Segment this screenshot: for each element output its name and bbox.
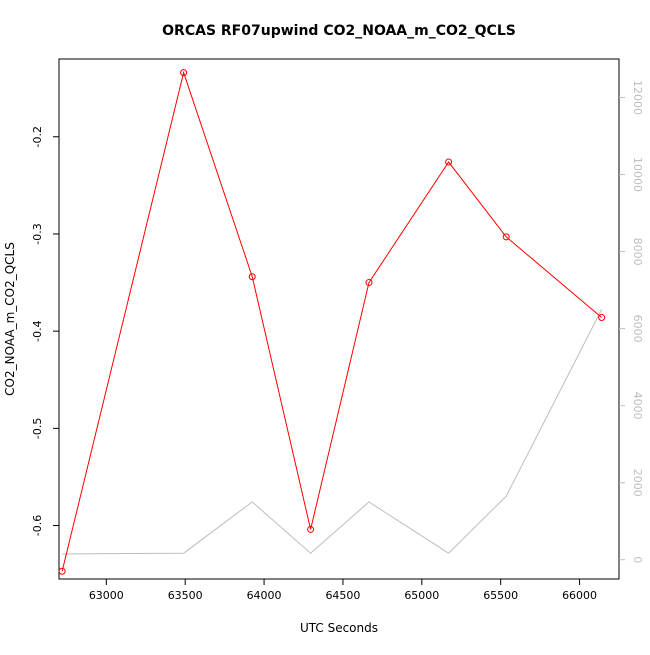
y-tick-label: -0.3 <box>31 223 44 244</box>
y2-tick-label: 12000 <box>631 80 644 115</box>
y2-tick-label: 4000 <box>631 392 644 420</box>
x-axis-label: UTC Seconds <box>300 621 378 635</box>
y2-tick-label: 2000 <box>631 469 644 497</box>
x-tick-label: 63000 <box>89 589 124 602</box>
y2-tick-label: 6000 <box>631 315 644 343</box>
x-tick-label: 65500 <box>483 589 518 602</box>
series-layer <box>58 69 606 575</box>
x-axis: 63000 63500 64000 64500 65000 65500 66000 <box>89 579 597 602</box>
data-point <box>180 69 188 77</box>
x-tick-label: 64500 <box>325 589 360 602</box>
y-tick-label: -0.5 <box>31 418 44 439</box>
x-tick-label: 65000 <box>404 589 439 602</box>
y-tick-label: -0.2 <box>31 126 44 147</box>
data-point <box>502 233 510 241</box>
x-tick-label: 63500 <box>168 589 203 602</box>
y-axis-left: -0.6 -0.5 -0.4 -0.3 -0.2 <box>31 126 59 536</box>
data-point <box>248 273 256 281</box>
series-line-left <box>61 70 602 572</box>
data-point <box>598 314 606 322</box>
y-axis-label: CO2_NOAA_m_CO2_QCLS <box>3 242 17 396</box>
y-axis-right: 0 2000 4000 6000 8000 10000 12000 <box>619 80 644 563</box>
y2-tick-label: 10000 <box>631 157 644 192</box>
y-tick-label: -0.4 <box>31 320 44 341</box>
y2-tick-label: 0 <box>631 556 644 563</box>
plot-frame <box>58 58 620 580</box>
y-tick-label: -0.6 <box>31 515 44 536</box>
data-point <box>58 567 66 575</box>
series-line-right <box>62 309 603 555</box>
data-point <box>445 158 453 166</box>
data-point <box>307 525 315 533</box>
x-tick-label: 66000 <box>562 589 597 602</box>
chart-title: ORCAS RF07upwind CO2_NOAA_m_CO2_QCLS <box>162 23 516 39</box>
y2-tick-label: 8000 <box>631 238 644 266</box>
x-tick-label: 64000 <box>247 589 282 602</box>
data-point <box>365 279 373 287</box>
